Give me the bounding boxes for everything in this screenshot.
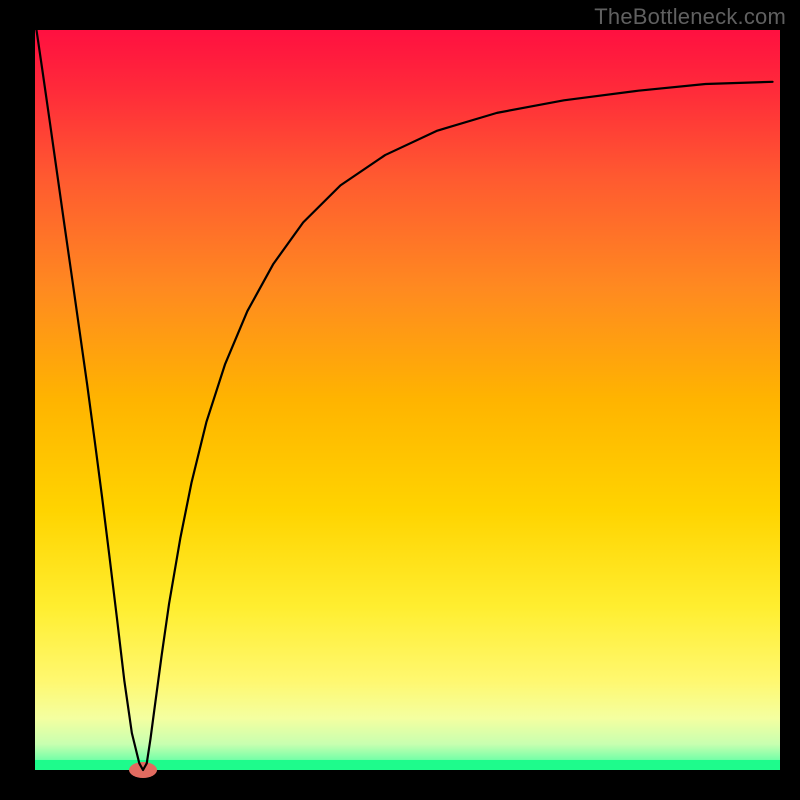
bottleneck-curve-chart <box>0 0 800 800</box>
chart-stage: TheBottleneck.com <box>0 0 800 800</box>
watermark-text: TheBottleneck.com <box>594 4 786 30</box>
plot-background <box>35 30 780 770</box>
